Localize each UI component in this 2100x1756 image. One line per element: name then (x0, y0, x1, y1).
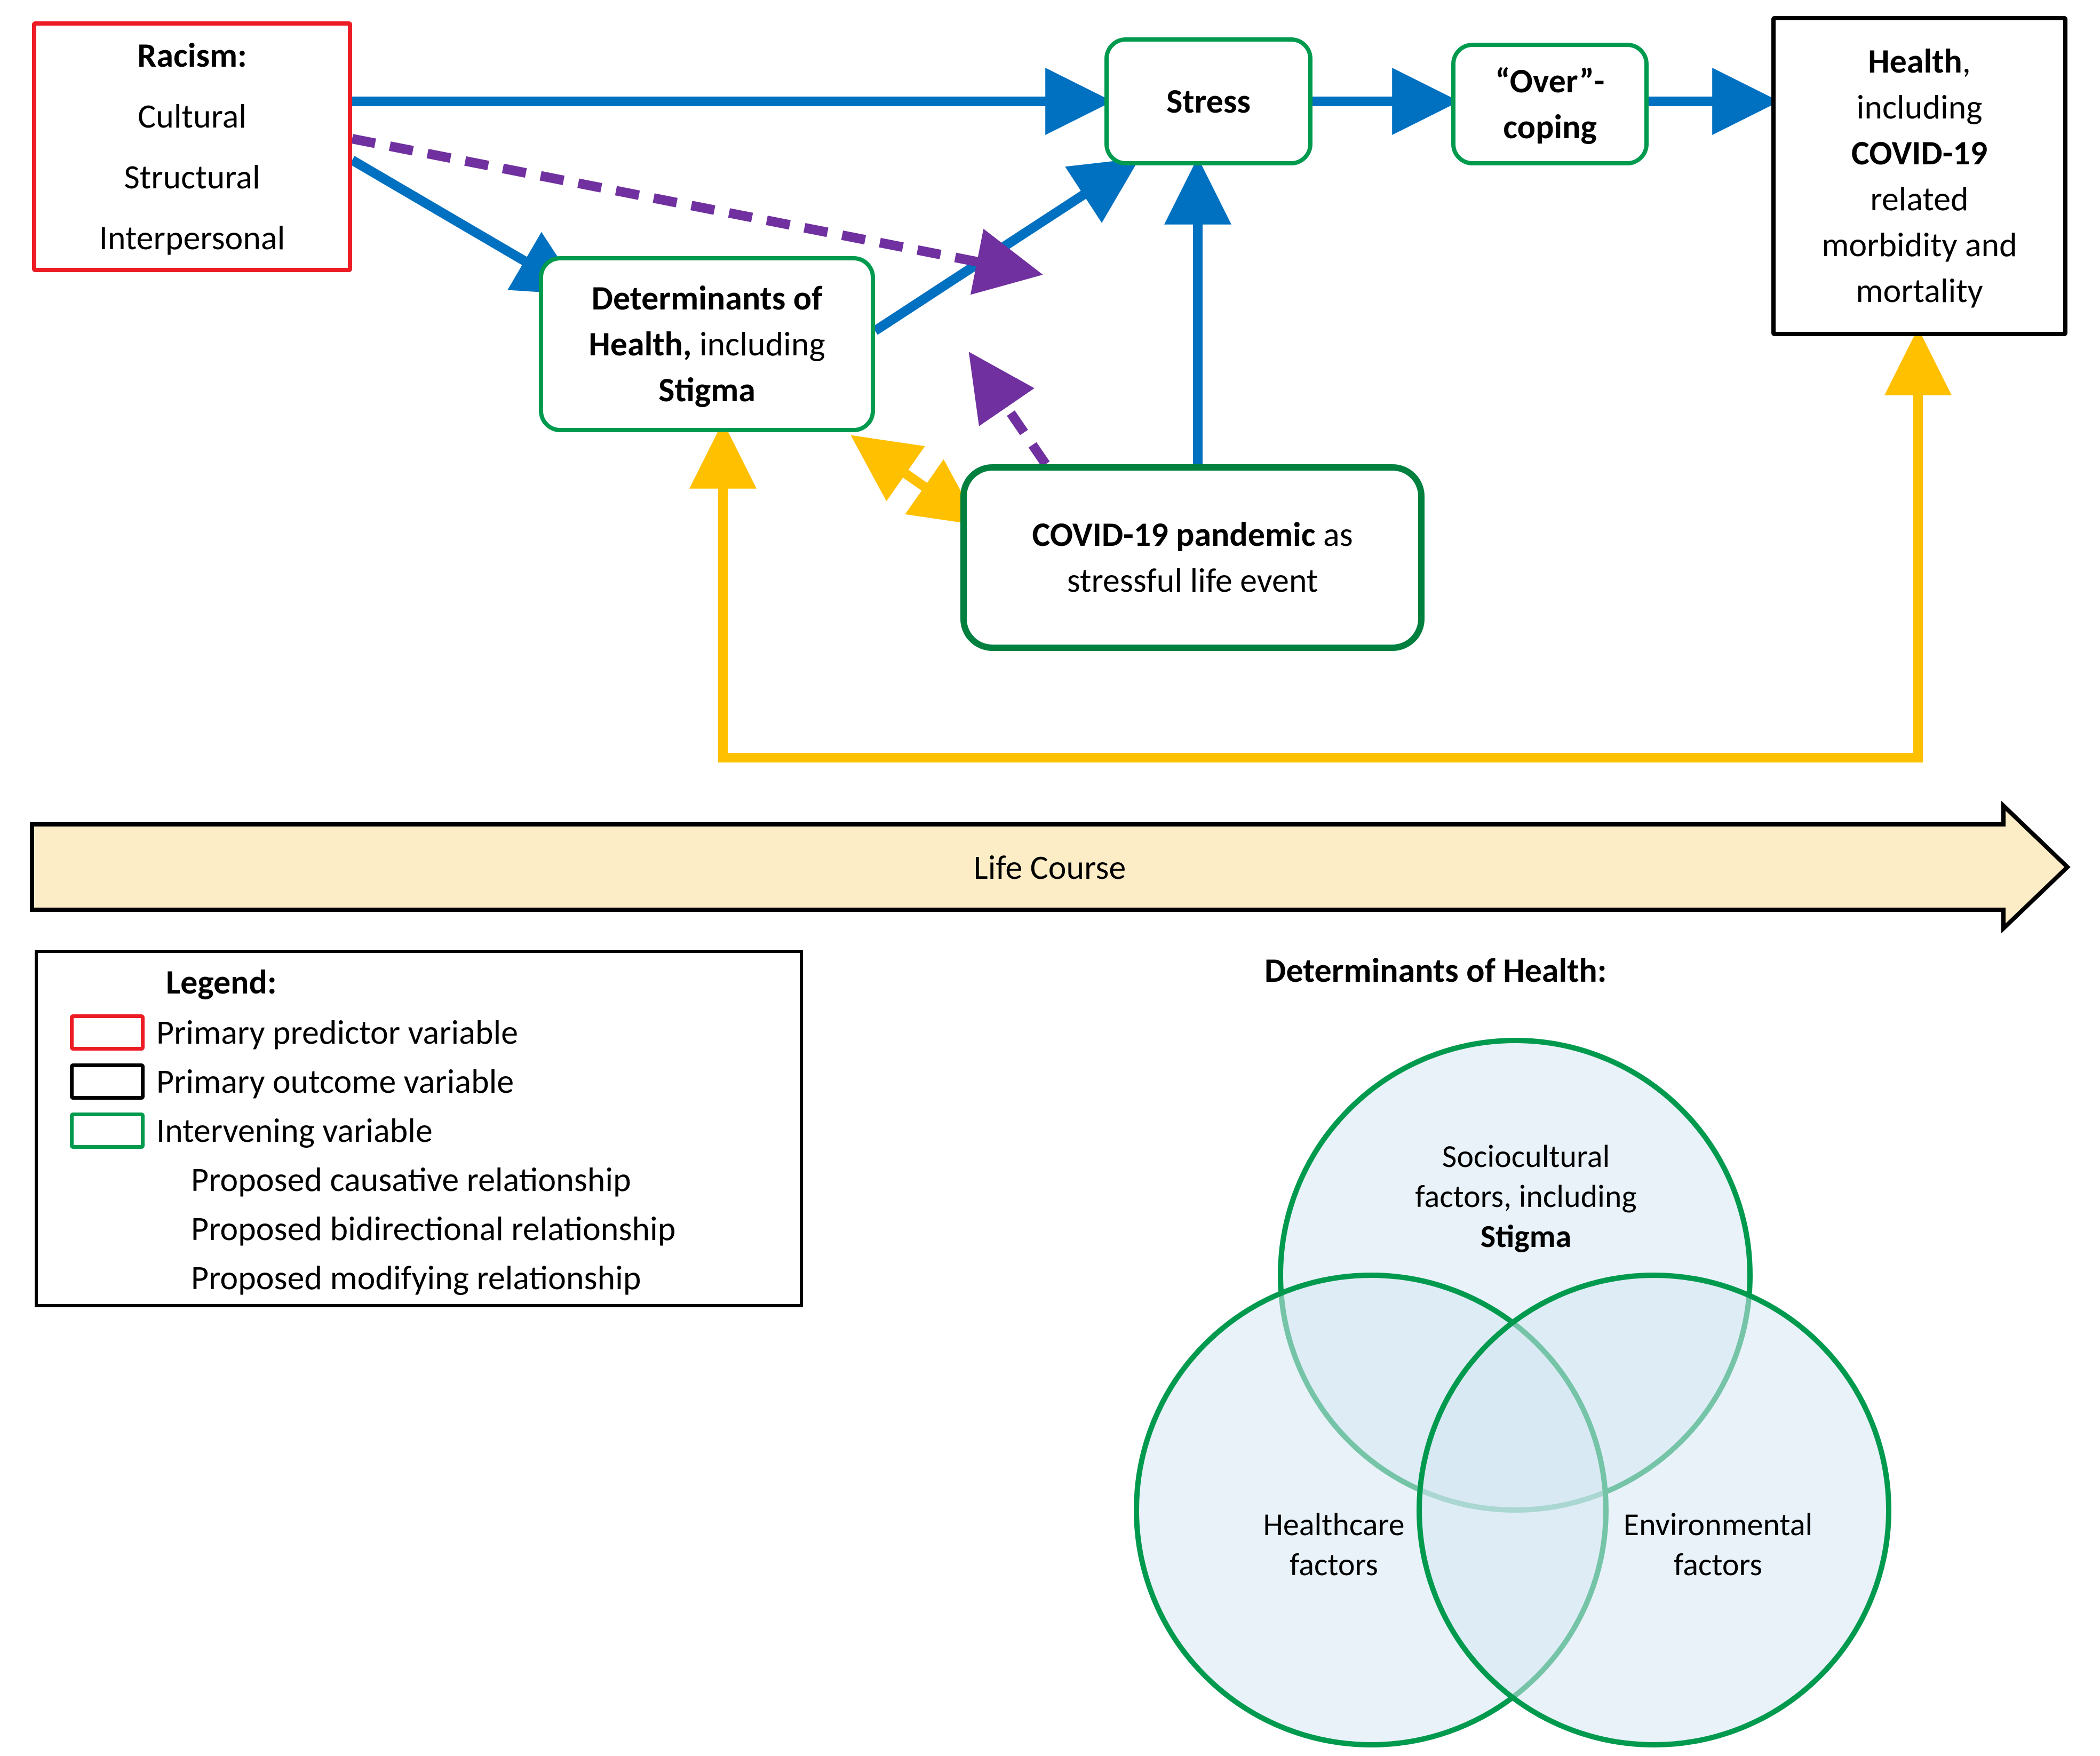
legend-item-label: Proposed modifying relationship (191, 1257, 641, 1299)
legend-item-label: Proposed bidirectional relationship (191, 1208, 675, 1250)
legend-item-label: Intervening variable (156, 1110, 433, 1151)
node-covid-pandemic: COVID-19 pandemic asstressful life event (960, 464, 1425, 651)
legend-item: Primary predictor variable (70, 1012, 518, 1053)
legend-item-label: Primary predictor variable (156, 1012, 518, 1053)
life-course-label: Life Course (943, 847, 1157, 888)
node-over-coping: “Over”-coping (1451, 43, 1649, 165)
legend-item: Intervening variable (70, 1110, 433, 1151)
legend-item-label: Proposed causative relationship (191, 1159, 631, 1201)
legend-box: Legend: Primary predictor variable Primar… (35, 950, 803, 1307)
venn-label-sociocultural: Socioculturalfactors, includingStigma (1409, 1137, 1643, 1257)
node-racism: Racism:CulturalStructuralInterpersonal (32, 21, 352, 272)
node-health-outcome: Health,includingCOVID-19relatedmorbidity… (1771, 16, 2067, 336)
venn-title: Determinants of Health: (1264, 950, 1606, 991)
legend-swatch-box (70, 1063, 145, 1100)
venn-label-healthcare: Healthcarefactors (1216, 1505, 1451, 1585)
legend-item: Proposed modifying relationship (70, 1257, 641, 1299)
venn-label-environmental: Environmentalfactors (1601, 1505, 1835, 1585)
legend-item: Proposed causative relationship (70, 1159, 631, 1201)
node-stress: Stress (1104, 37, 1312, 165)
legend-swatch-box (70, 1113, 145, 1149)
legend-item-label: Primary outcome variable (156, 1061, 514, 1102)
legend-swatch-box (70, 1014, 145, 1051)
node-determinants-of-health: Determinants ofHealth, includingStigma (539, 256, 875, 432)
legend-item: Primary outcome variable (70, 1061, 514, 1102)
legend-title: Legend: (166, 962, 277, 1003)
legend-item: Proposed bidirectional relationship (70, 1208, 675, 1250)
